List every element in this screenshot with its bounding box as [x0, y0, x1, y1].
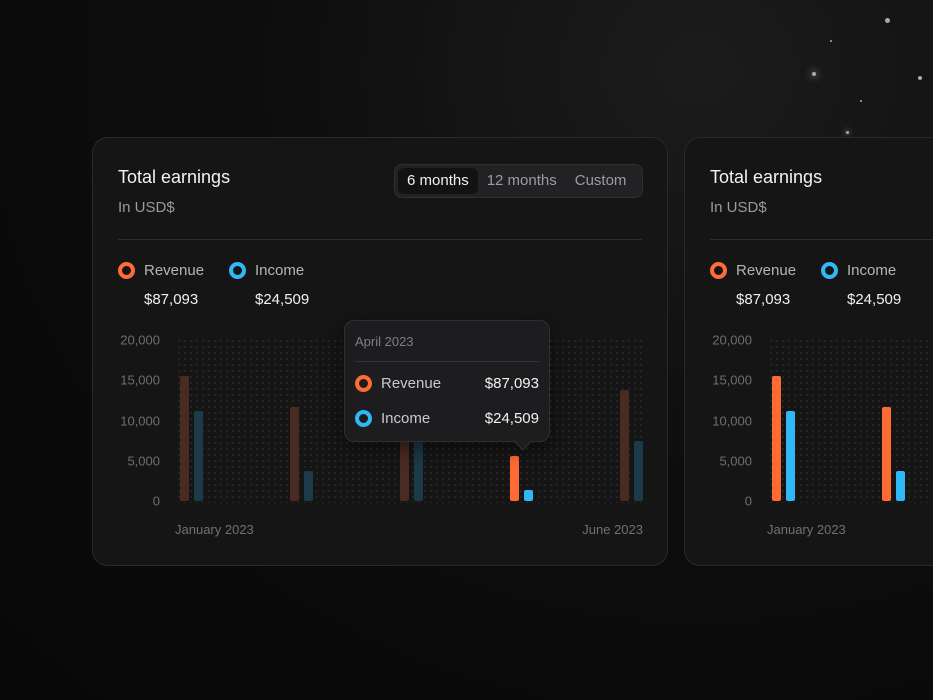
decorative-star: [885, 18, 890, 23]
legend-revenue: Revenue $87,093: [118, 262, 204, 308]
y-tick-label: 10,000: [120, 413, 160, 428]
range-6-months[interactable]: 6 months: [398, 168, 478, 194]
legend-income: Income $24,509: [229, 262, 309, 308]
tooltip-label: Revenue: [381, 375, 442, 392]
y-tick-label: 5,000: [127, 453, 160, 469]
y-tick-label: 20,000: [120, 332, 160, 348]
range-custom[interactable]: Custom: [574, 172, 627, 189]
y-tick-label: 20,000: [712, 332, 752, 348]
range-12-months[interactable]: 12 months: [486, 172, 557, 189]
income-ring-icon: [355, 410, 372, 427]
income-ring-icon: [821, 262, 838, 279]
tooltip-label: Income: [381, 410, 431, 427]
legend-label: Income: [847, 262, 897, 279]
chart-tooltip: April 2023 Revenue $87,093 Income $24,509: [344, 320, 550, 451]
x-tick-label: January 2023: [175, 522, 254, 537]
card-title: Total earnings: [118, 167, 231, 187]
revenue-ring-icon: [355, 375, 372, 392]
y-tick-label: 10,000: [712, 413, 752, 428]
legend-label: Revenue: [736, 262, 797, 279]
revenue-bar: [180, 376, 189, 501]
y-tick-label: 0: [152, 493, 160, 509]
divider: [355, 361, 539, 362]
tooltip-row-revenue: Revenue $87,093: [355, 375, 539, 392]
earnings-card-2: Total earnings In USD$ Revenue $87,093 I…: [684, 137, 933, 566]
revenue-bar: [772, 376, 781, 501]
tooltip-value: $24,509: [484, 410, 539, 427]
revenue-bar: [620, 389, 629, 501]
income-bar: [194, 410, 203, 501]
x-tick-label: June 2023: [582, 522, 643, 537]
revenue-bar: [510, 455, 519, 501]
legend-value: $24,509: [255, 291, 310, 308]
legend-label: Income: [255, 262, 305, 279]
revenue-bar: [882, 406, 891, 501]
decorative-star: [846, 131, 849, 134]
y-tick-label: 15,000: [120, 372, 160, 388]
legend-value: $24,509: [847, 291, 902, 308]
revenue-bar: [400, 428, 409, 501]
legend-revenue: Revenue $87,093: [710, 262, 796, 308]
card-title: Total earnings: [710, 167, 823, 187]
decorative-star: [830, 40, 832, 42]
range-segmented-control: 6 months 12 months Custom: [394, 164, 643, 198]
revenue-ring-icon: [118, 262, 135, 279]
earnings-card: Total earnings In USD$ 6 months 12 month…: [92, 137, 668, 566]
decorative-star: [918, 76, 922, 80]
decorative-star: [812, 72, 816, 76]
y-tick-label: 0: [744, 493, 752, 509]
tooltip-row-income: Income $24,509: [355, 410, 539, 427]
card-subtitle: In USD$: [710, 199, 767, 216]
x-tick-label: January 2023: [767, 522, 846, 537]
card-subtitle: In USD$: [118, 199, 175, 216]
income-bar: [634, 440, 643, 501]
divider: [118, 239, 642, 240]
legend-label: Revenue: [144, 262, 205, 279]
tooltip-value: $87,093: [484, 375, 539, 392]
income-bar: [524, 489, 533, 501]
income-bar: [414, 432, 423, 501]
divider: [710, 239, 933, 240]
y-tick-label: 5,000: [719, 453, 752, 469]
income-ring-icon: [229, 262, 246, 279]
legend-income: Income $24,509: [821, 262, 901, 308]
revenue-bar: [290, 406, 299, 501]
decorative-star: [860, 100, 862, 102]
revenue-ring-icon: [710, 262, 727, 279]
income-bar: [786, 410, 795, 501]
y-tick-label: 15,000: [712, 372, 752, 388]
income-bar: [304, 471, 313, 501]
legend-value: $87,093: [144, 291, 199, 308]
tooltip-date: April 2023: [355, 334, 414, 349]
income-bar: [896, 471, 905, 501]
legend-value: $87,093: [736, 291, 791, 308]
